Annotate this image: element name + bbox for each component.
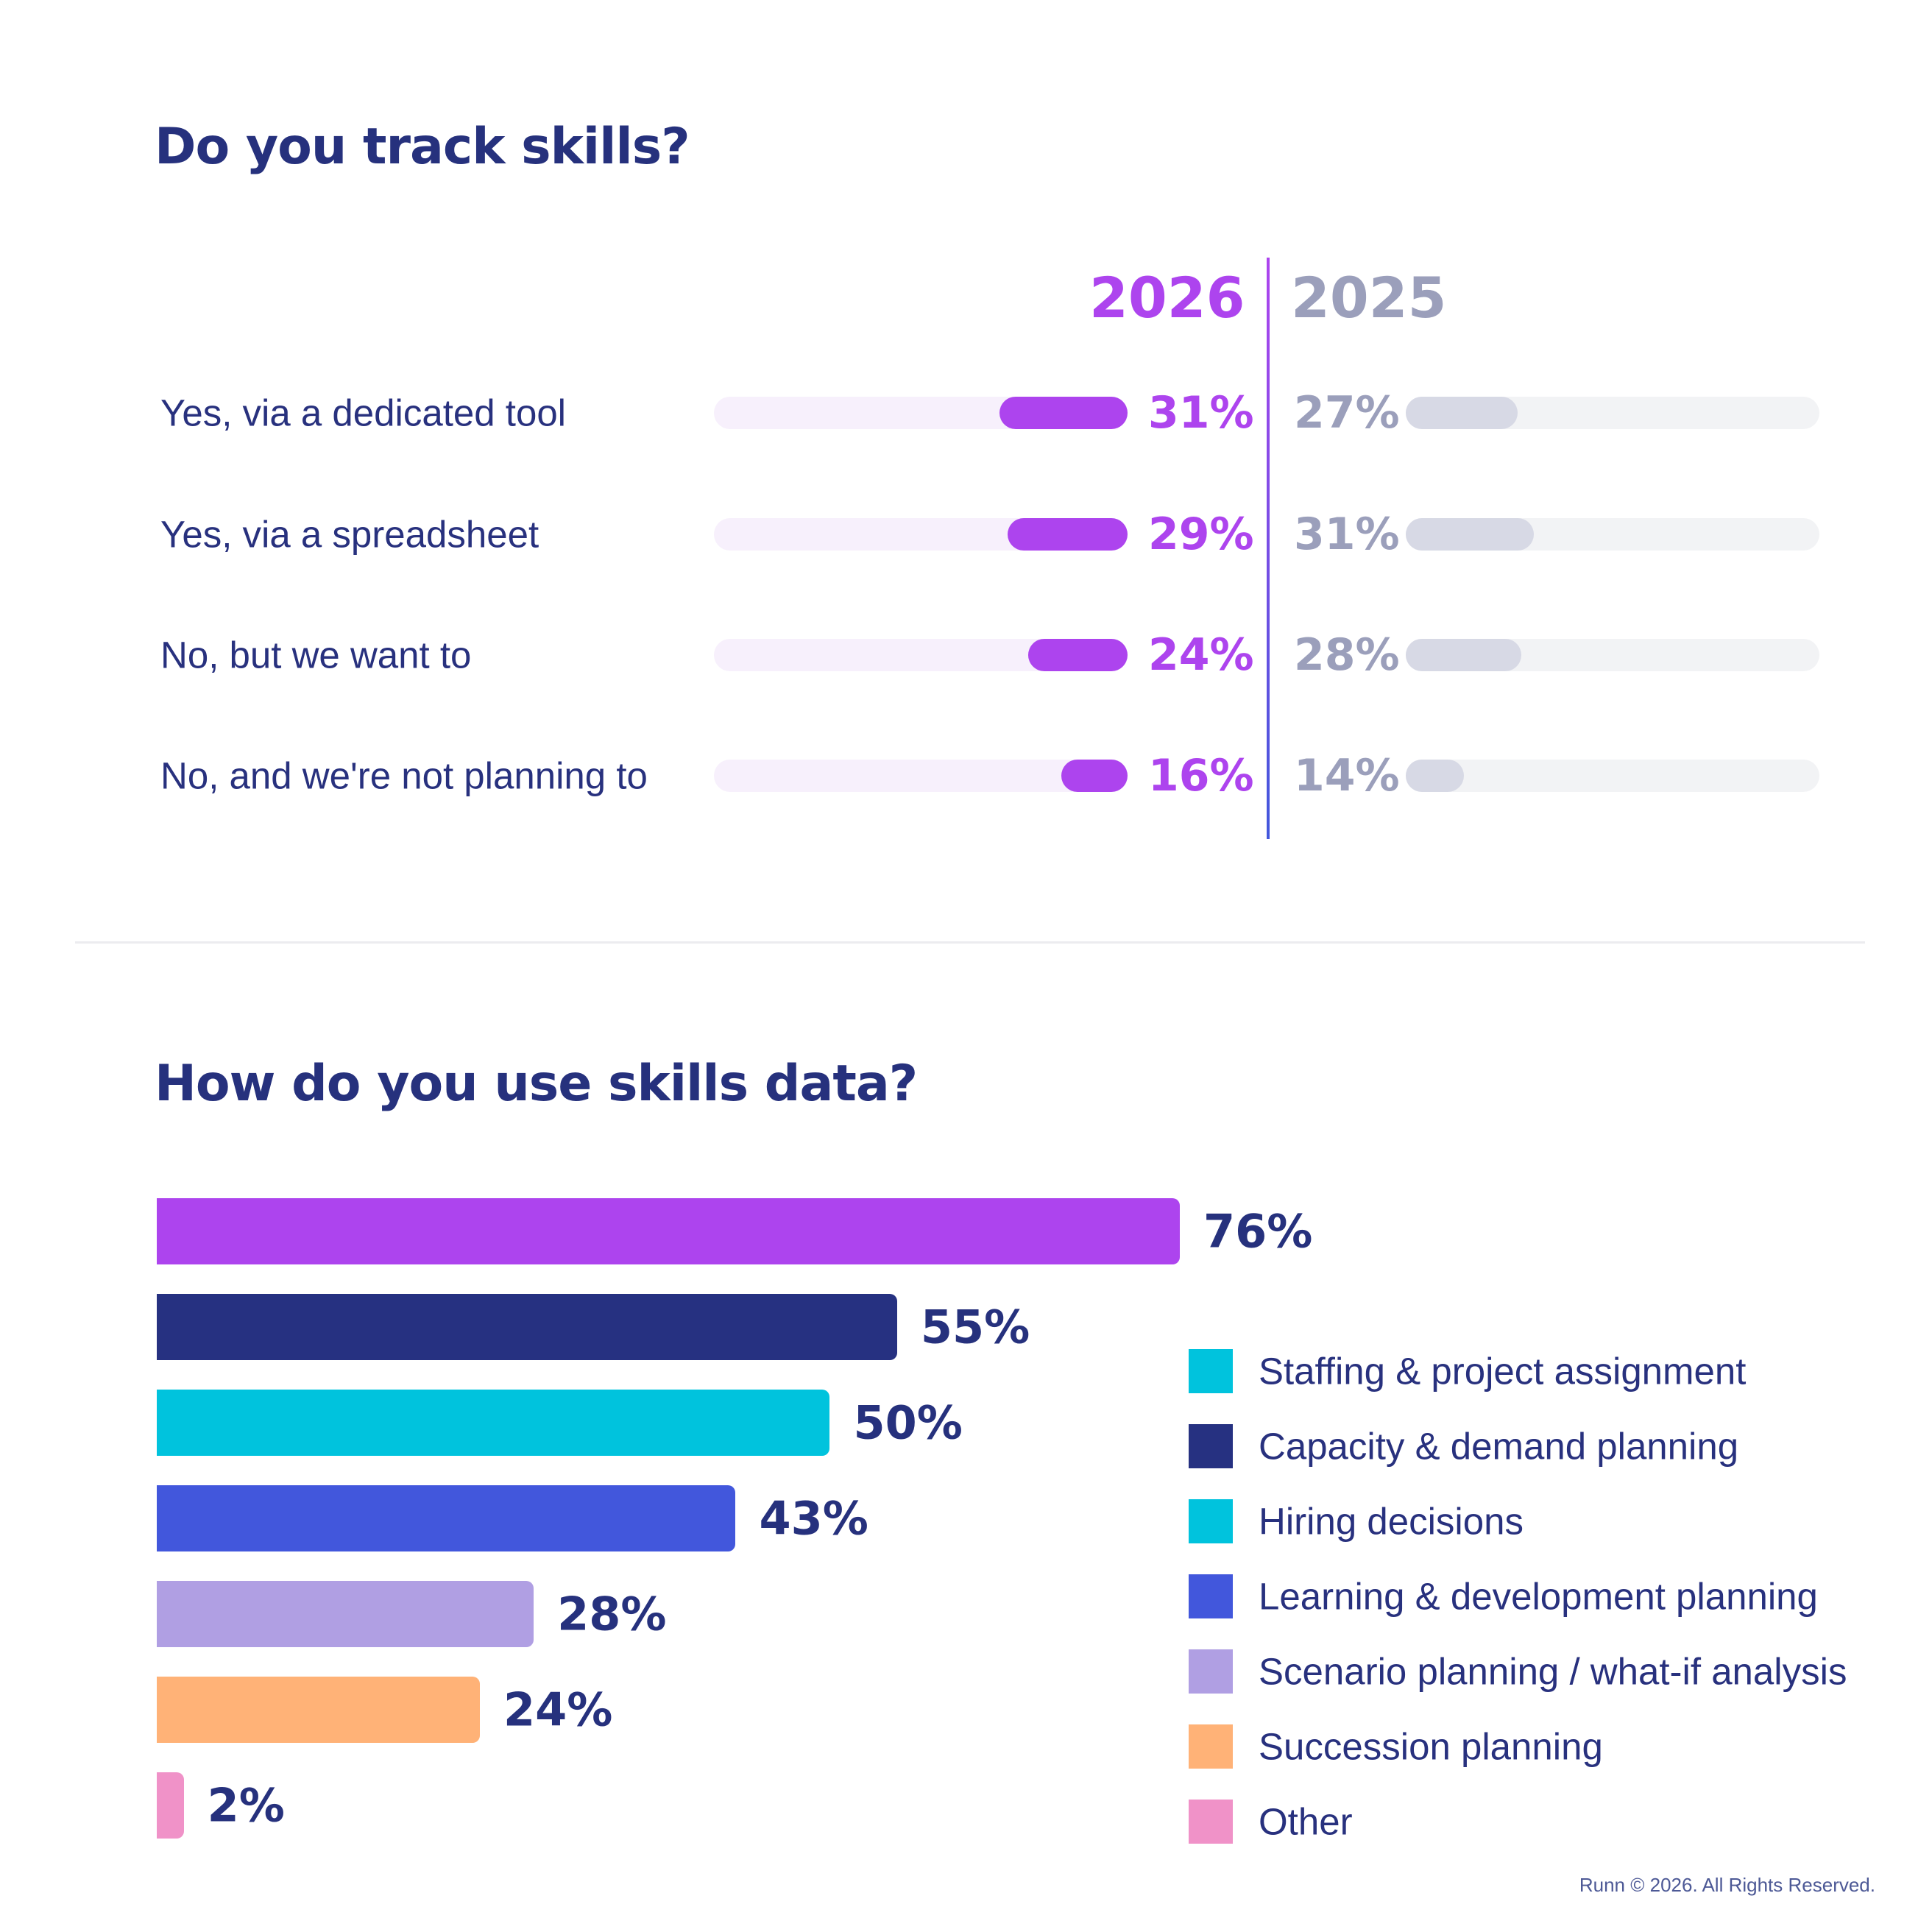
bar-hiring-decisions [157, 1390, 830, 1456]
bar-2025-yes-via-a-dedicated-tool [1406, 397, 1518, 429]
value-2026-yes-via-a-dedicated-tool: 31% [1148, 387, 1254, 439]
value-2025-yes-via-a-spreadsheet: 31% [1294, 509, 1400, 560]
category-label-no-and-we-re-not-planning-to: No, and we're not planning to [160, 754, 648, 797]
value-2026-no-but-we-want-to: 24% [1148, 629, 1254, 681]
track-2025-no-but-we-want-to [1406, 639, 1819, 671]
track-2025-no-and-we-re-not-planning-to [1406, 760, 1819, 792]
value-capacity-demand-planning: 55% [920, 1300, 1030, 1354]
year-2026-header: 2026 [1089, 265, 1245, 330]
track-2025-yes-via-a-spreadsheet [1406, 518, 1819, 551]
bar-2025-yes-via-a-spreadsheet [1406, 518, 1535, 551]
legend-swatch-staffing-project-assignment [1189, 1349, 1233, 1393]
legend-swatch-succession-planning [1189, 1724, 1233, 1769]
legend-swatch-other [1189, 1800, 1233, 1844]
legend-label-scenario-planning-what-if-analysis: Scenario planning / what-if analysis [1259, 1650, 1847, 1693]
legend-label-other: Other [1259, 1800, 1353, 1843]
track-2026-no-and-we-re-not-planning-to [714, 760, 1128, 792]
value-2026-no-and-we-re-not-planning-to: 16% [1148, 750, 1254, 802]
value-succession-planning: 24% [503, 1682, 613, 1737]
value-scenario-planning-what-if-analysis: 28% [557, 1587, 667, 1641]
legend-swatch-capacity-demand-planning [1189, 1424, 1233, 1468]
value-2025-yes-via-a-dedicated-tool: 27% [1294, 387, 1400, 439]
track-2026-yes-via-a-spreadsheet [714, 518, 1128, 551]
track-skills-title: Do you track skills? [155, 118, 690, 176]
section-divider [75, 941, 1865, 944]
category-label-yes-via-a-dedicated-tool: Yes, via a dedicated tool [160, 392, 567, 434]
legend-swatch-hiring-decisions [1189, 1499, 1233, 1543]
legend-swatch-learning-development-planning [1189, 1574, 1233, 1618]
track-2026-no-but-we-want-to [714, 639, 1128, 671]
legend-label-succession-planning: Succession planning [1259, 1725, 1603, 1768]
use-skills-title: How do you use skills data? [155, 1055, 918, 1113]
value-staffing-project-assignment: 76% [1203, 1204, 1313, 1259]
bar-2026-yes-via-a-dedicated-tool [999, 397, 1128, 429]
category-label-yes-via-a-spreadsheet: Yes, via a spreadsheet [160, 513, 539, 556]
bar-2026-no-and-we-re-not-planning-to [1061, 760, 1128, 792]
year-2025-header: 2025 [1291, 265, 1447, 330]
category-label-no-but-we-want-to: No, but we want to [160, 634, 472, 676]
copyright-text: Runn © 2026. All Rights Reserved. [1579, 1874, 1875, 1896]
bar-2026-no-but-we-want-to [1028, 639, 1128, 671]
bar-staffing-project-assignment [157, 1198, 1180, 1264]
value-hiring-decisions: 50% [853, 1395, 963, 1450]
bar-learning-development-planning [157, 1485, 736, 1551]
value-2026-yes-via-a-spreadsheet: 29% [1148, 509, 1254, 560]
legend-label-staffing-project-assignment: Staffing & project assignment [1259, 1350, 1747, 1393]
value-other: 2% [207, 1778, 285, 1833]
legend-label-learning-development-planning: Learning & development planning [1259, 1575, 1818, 1618]
legend-swatch-scenario-planning-what-if-analysis [1189, 1649, 1233, 1694]
bar-other [157, 1772, 184, 1839]
bar-2025-no-and-we-re-not-planning-to [1406, 760, 1464, 792]
track-2026-yes-via-a-dedicated-tool [714, 397, 1128, 429]
bar-succession-planning [157, 1677, 480, 1743]
bar-2025-no-but-we-want-to [1406, 639, 1522, 671]
value-2025-no-and-we-re-not-planning-to: 14% [1294, 750, 1400, 802]
bar-scenario-planning-what-if-analysis [157, 1581, 534, 1647]
bar-capacity-demand-planning [157, 1294, 897, 1360]
legend-label-capacity-demand-planning: Capacity & demand planning [1259, 1425, 1739, 1468]
bar-2026-yes-via-a-spreadsheet [1008, 518, 1128, 551]
value-learning-development-planning: 43% [759, 1491, 868, 1546]
value-2025-no-but-we-want-to: 28% [1294, 629, 1400, 681]
track-2025-yes-via-a-dedicated-tool [1406, 397, 1819, 429]
year-divider [1267, 258, 1270, 839]
legend-label-hiring-decisions: Hiring decisions [1259, 1500, 1524, 1543]
